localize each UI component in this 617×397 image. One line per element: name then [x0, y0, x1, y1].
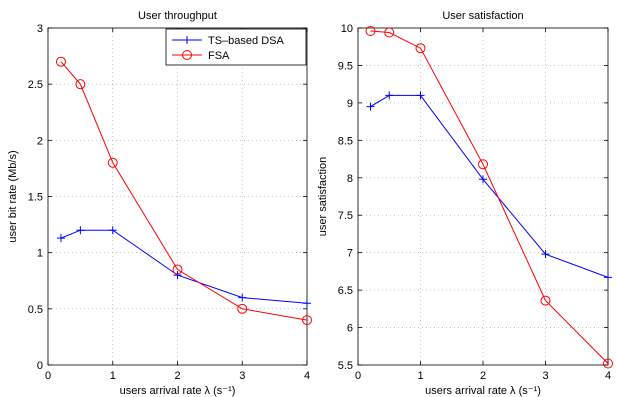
data-point — [416, 91, 425, 100]
data-point — [237, 303, 248, 314]
y-tick-label: 2 — [37, 135, 43, 147]
x-tick-label: 2 — [480, 370, 486, 382]
data-point — [366, 102, 375, 111]
chart-panel-1: 0 1 2 3 4 0 0.5 1 1.5 2 2.5 3 User throughput users a… — [7, 10, 312, 397]
y-tick-label: 10 — [341, 23, 353, 35]
y-tick-label: 0.5 — [28, 304, 43, 316]
data-point — [541, 250, 550, 259]
x-tick-label: 2 — [174, 370, 180, 382]
data-point — [108, 226, 117, 235]
data-point — [55, 56, 66, 67]
y-tick-label: 3 — [37, 23, 43, 35]
data-point — [415, 43, 426, 54]
y-tick-label: 8 — [347, 173, 353, 185]
data-point — [302, 315, 312, 326]
data-point — [365, 25, 376, 36]
y-tick-label: 6 — [347, 323, 353, 335]
x-tick-label: 3 — [239, 370, 245, 382]
data-point — [238, 293, 247, 302]
series-line — [370, 30, 609, 364]
data-point — [303, 299, 311, 308]
axes-frame — [47, 27, 308, 366]
y-tick-label: 9 — [347, 98, 353, 110]
y-axis-label: user satisfaction — [317, 157, 329, 236]
data-point — [76, 226, 85, 235]
y-tick-label: 1 — [37, 248, 43, 260]
data-point — [385, 91, 394, 100]
x-axis-label: users arrival rate λ (s⁻¹) — [425, 385, 541, 397]
data-point — [479, 175, 487, 184]
y-tick-label: 0 — [37, 360, 43, 372]
data-point — [56, 234, 65, 243]
y-tick-label: 5.5 — [338, 360, 353, 372]
x-axis-label: users arrival rate λ (s⁻¹) — [120, 385, 236, 397]
series-line — [60, 229, 308, 304]
data-point — [478, 159, 488, 170]
y-tick-label: 1.5 — [28, 192, 43, 204]
axes-frame — [357, 27, 609, 366]
legend-marker — [182, 50, 192, 60]
data-point — [75, 79, 86, 90]
data-point — [604, 273, 612, 282]
series-line — [370, 94, 609, 278]
data-point — [107, 157, 118, 168]
data-point — [172, 264, 183, 275]
legend-label: FSA — [208, 50, 230, 62]
y-tick-label: 6.5 — [338, 285, 353, 297]
data-point — [384, 27, 395, 38]
chart-panel-2: 0 1 2 3 4 5.5 6 6.5 7 7.5 8 8.5 9 9.5 10 User satisfact… — [317, 10, 613, 397]
x-tick-label: 1 — [110, 370, 116, 382]
legend-marker — [183, 36, 191, 44]
legend-label: TS–based DSA — [208, 35, 284, 47]
x-tick-label: 1 — [417, 370, 423, 382]
x-tick-label: 0 — [355, 370, 361, 382]
chart-title: User throughput — [138, 10, 217, 22]
y-axis-label: user bit rate (Mb/s) — [7, 150, 19, 242]
y-tick-label: 9.5 — [338, 60, 353, 72]
data-point — [173, 271, 182, 280]
chart-title: User satisfaction — [442, 10, 523, 22]
y-tick-label: 7.5 — [338, 210, 353, 222]
x-tick-label: 0 — [45, 370, 51, 382]
x-tick-label: 3 — [542, 370, 548, 382]
y-tick-label: 8.5 — [338, 135, 353, 147]
y-tick-label: 7 — [347, 248, 353, 260]
y-tick-label: 2.5 — [28, 79, 43, 91]
data-point — [540, 295, 551, 306]
data-point — [603, 358, 613, 369]
x-tick-label: 4 — [304, 370, 310, 382]
x-tick-label: 4 — [605, 370, 611, 382]
legend: TS–based DSA FSA — [165, 28, 307, 66]
